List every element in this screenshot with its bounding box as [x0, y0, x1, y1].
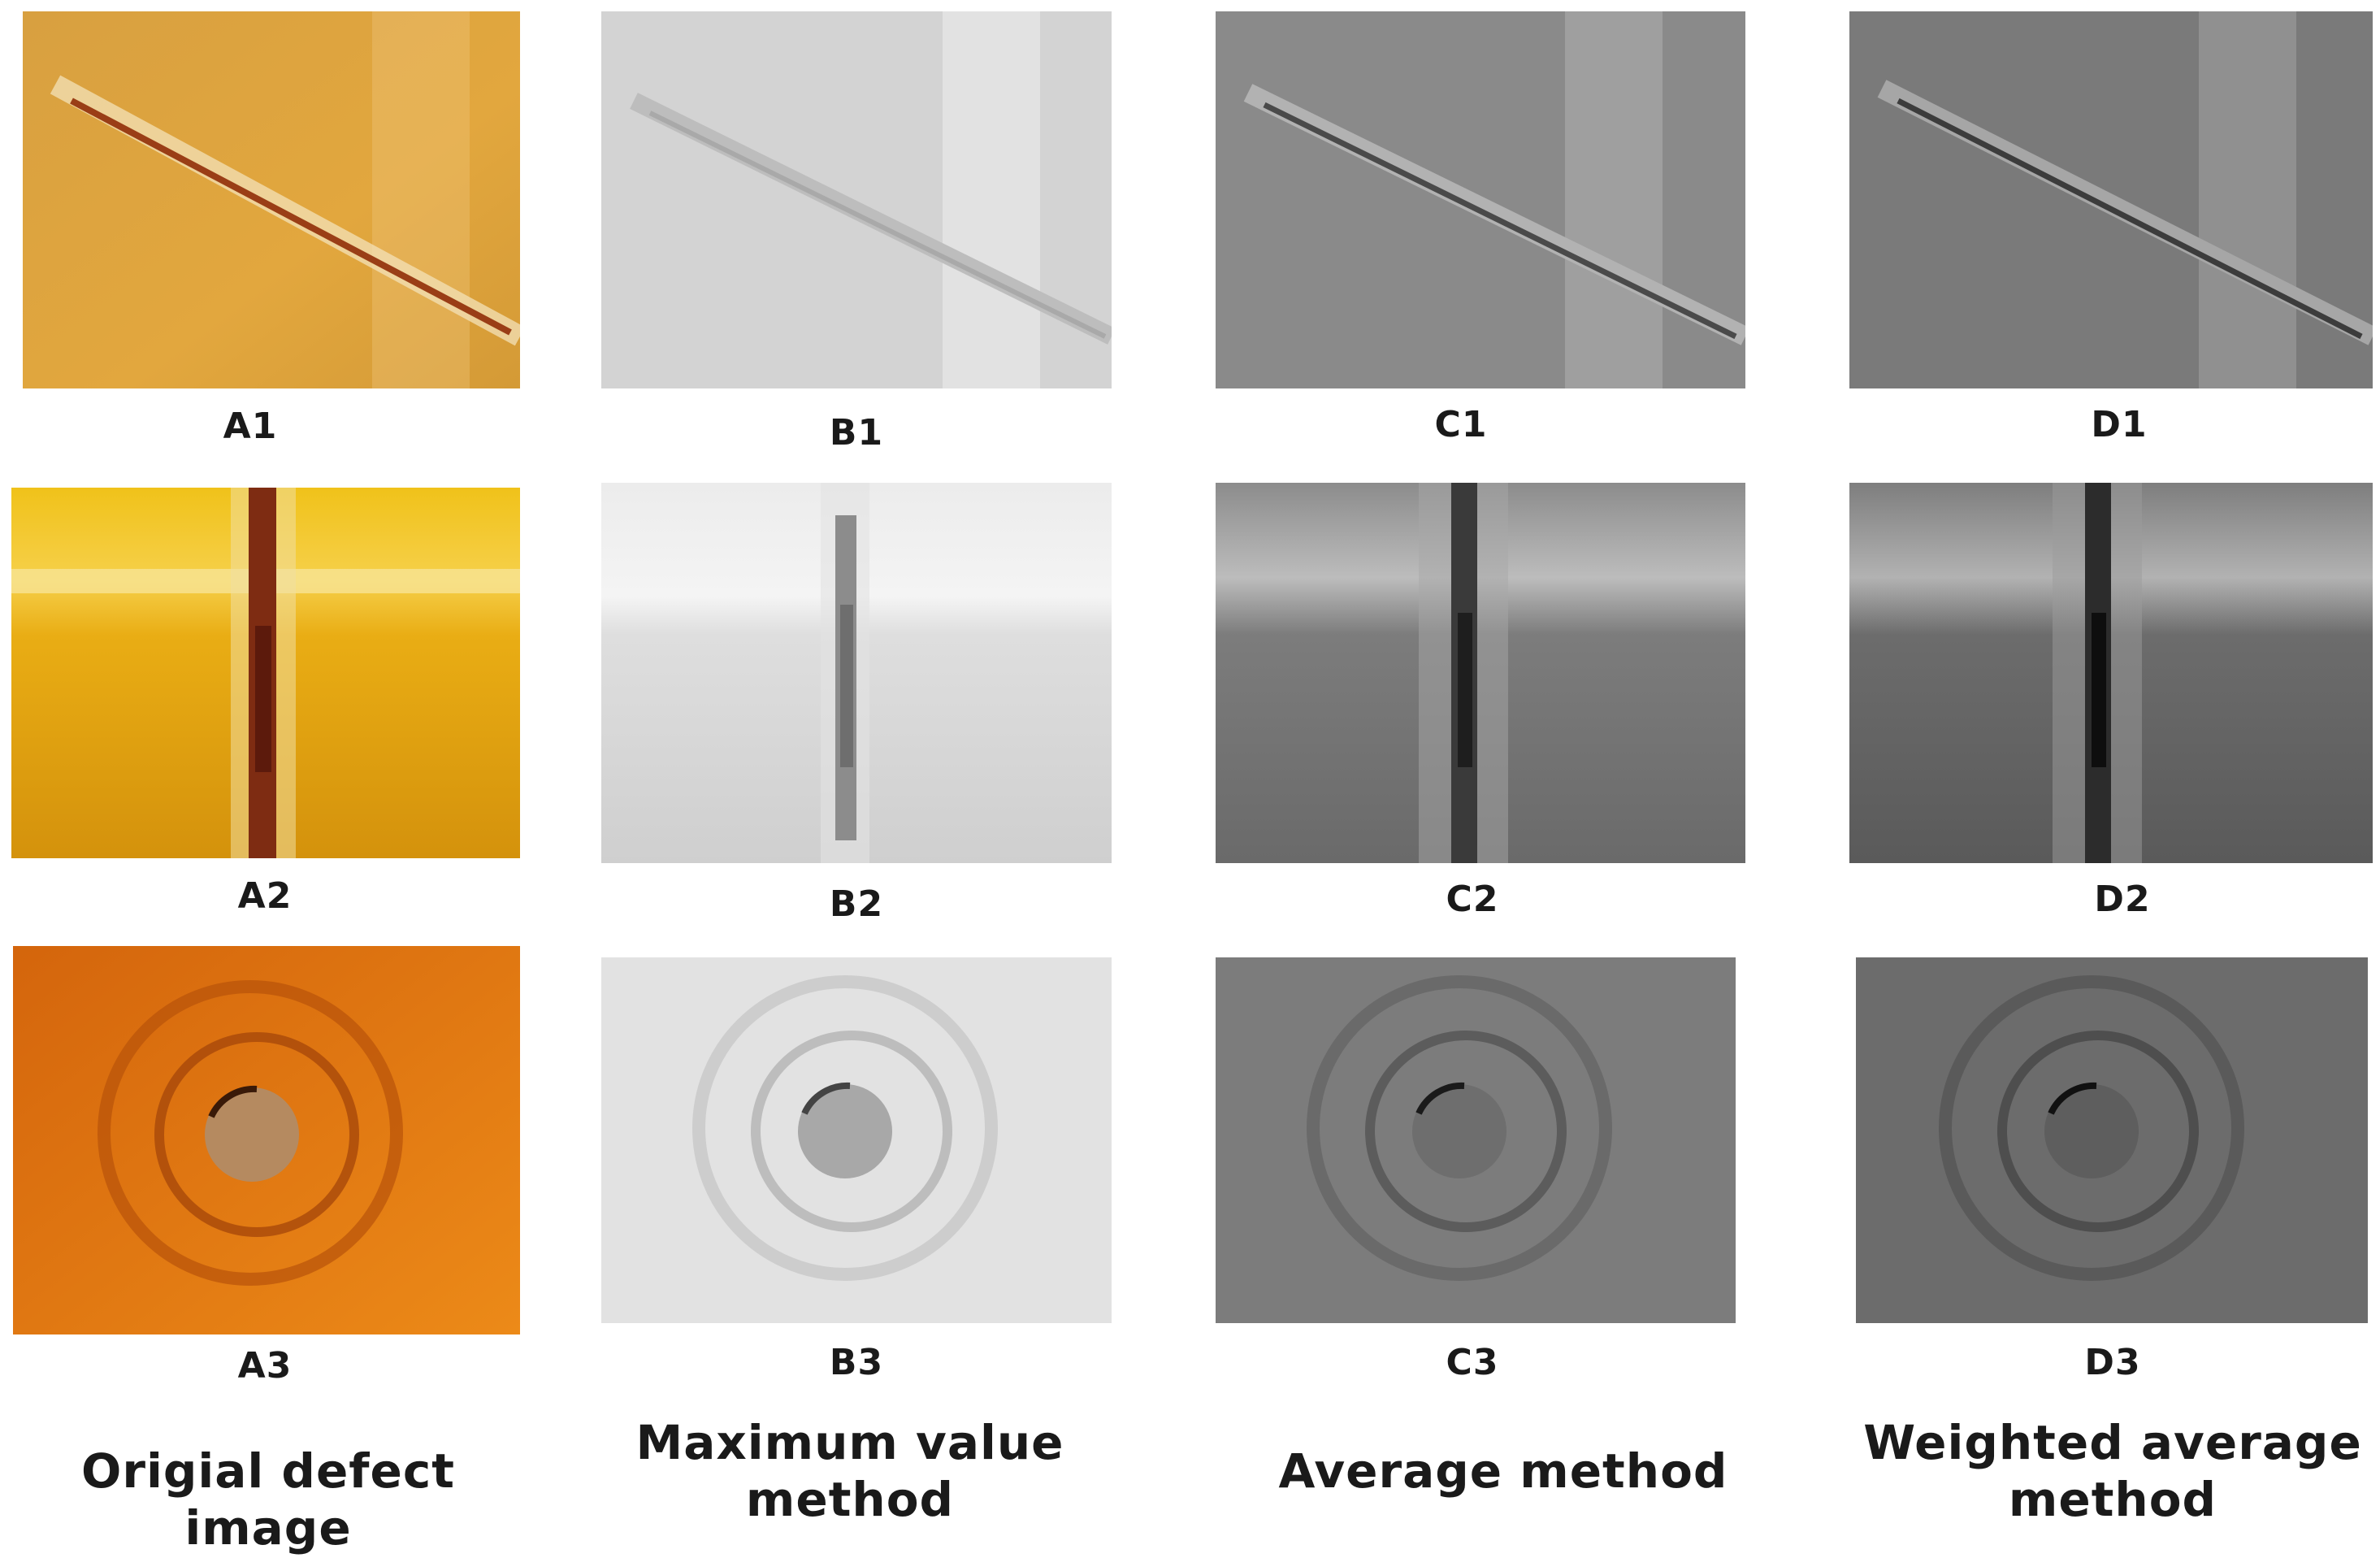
image-b3-hole-maximum [601, 957, 1112, 1323]
label-c2: C2 [1446, 879, 1499, 920]
label-d3: D3 [2084, 1342, 2141, 1383]
image-c1-scratch-average [1216, 11, 1745, 388]
image-b2-crack-maximum [601, 483, 1112, 863]
image-c2-crack-average [1216, 483, 1745, 863]
label-a2: A2 [237, 875, 293, 917]
image-b1-scratch-maximum [601, 11, 1112, 388]
label-d2: D2 [2094, 879, 2151, 920]
label-a3: A3 [237, 1345, 293, 1387]
caption-maximum: Maximum value method [635, 1415, 1064, 1527]
image-c3-hole-average [1216, 957, 1736, 1323]
label-d1: D1 [2091, 404, 2148, 445]
label-a1: A1 [223, 406, 278, 447]
image-d2-crack-weighted [1849, 483, 2373, 863]
image-d1-scratch-weighted [1849, 11, 2373, 388]
caption-average: Average method [1278, 1443, 1728, 1499]
image-d3-hole-weighted [1856, 957, 2368, 1323]
caption-original: Origial defect image [81, 1443, 455, 1556]
label-b1: B1 [829, 412, 884, 454]
image-a1-scratch-original [23, 11, 520, 388]
image-a2-crack-original [11, 488, 520, 858]
label-c3: C3 [1446, 1342, 1499, 1383]
label-b2: B2 [829, 883, 884, 925]
label-c1: C1 [1434, 404, 1488, 445]
image-a3-hole-original [13, 946, 520, 1334]
caption-weighted: Weighted average method [1863, 1415, 2362, 1527]
label-b3: B3 [829, 1342, 884, 1383]
